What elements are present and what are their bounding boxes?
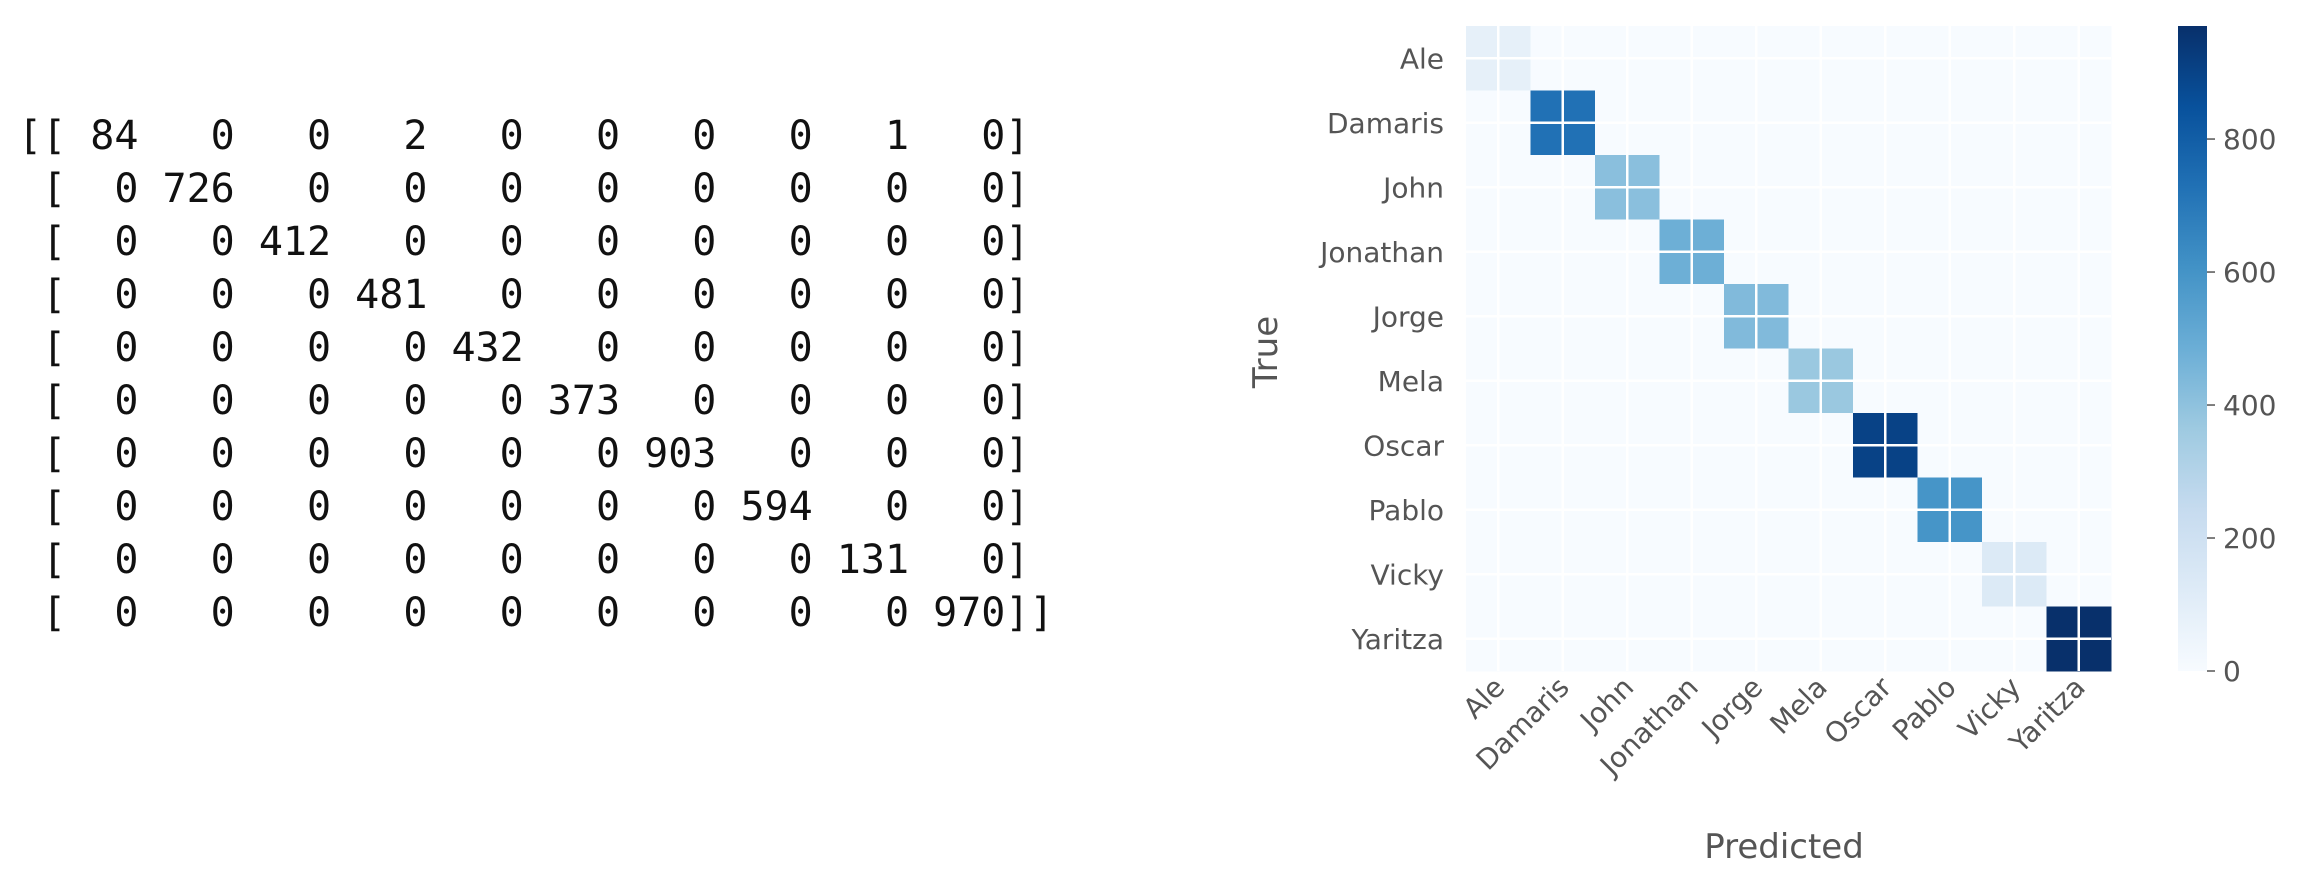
y-tick-label: Jorge [1371,300,1444,333]
y-tick-label: Damaris [1327,107,1444,140]
x-axis-title: Predicted [1704,827,1864,867]
x-tick-label: Ale [1457,671,1512,726]
y-tick-label: Mela [1378,365,1444,398]
colorbar-tick-label: 800 [2223,123,2276,156]
x-axis-ticks: AleDamarisJohnJonathanJorgeMelaOscarPabl… [1457,670,2092,783]
y-tick-label: Jonathan [1318,236,1444,269]
colorbar-tick-label: 400 [2223,389,2276,422]
x-tick-label: Pablo [1886,671,1963,748]
x-tick-label: Jorge [1694,671,1769,746]
y-tick-label: Pablo [1369,494,1444,527]
y-tick-label: John [1381,171,1444,204]
y-tick-label: Oscar [1363,429,1444,462]
x-tick-label: Oscar [1818,670,1899,751]
y-axis-title: True [1246,316,1286,389]
y-tick-label: Vicky [1371,558,1445,591]
colorbar-ticks: 0 200 400 600 800 [2207,123,2276,688]
colorbar [2178,26,2207,671]
colorbar-tick-label: 200 [2223,522,2276,555]
heatmap-gridlines [1466,26,2111,671]
confusion-matrix-text: [[ 84 0 0 2 0 0 0 0 1 0] [ 0 726 0 0 0 0… [18,113,1054,636]
colorbar-tick-label: 600 [2223,256,2276,289]
colorbar-tick-label: 0 [2223,655,2241,688]
y-tick-label: Ale [1400,42,1444,75]
y-axis-ticks: Ale Damaris John Jonathan Jorge Mela Oscar Pabl… [1318,42,1444,656]
y-tick-label: Yaritza [1350,623,1444,656]
